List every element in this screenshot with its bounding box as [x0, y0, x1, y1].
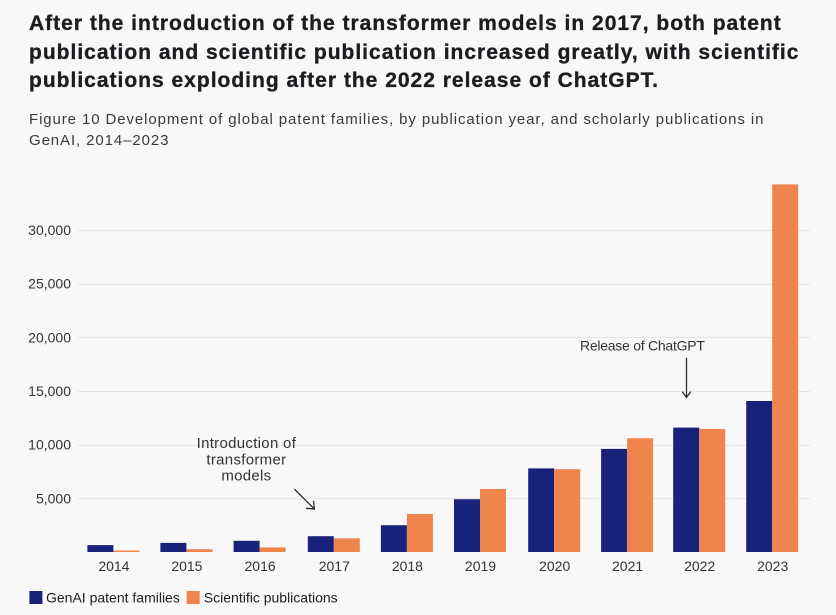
svg-text:Introduction of: Introduction of [197, 435, 297, 452]
svg-text:2016: 2016 [245, 558, 276, 574]
svg-text:2014: 2014 [98, 558, 129, 574]
svg-text:GenAI patent families: GenAI patent families [46, 590, 180, 606]
svg-text:10,000: 10,000 [28, 437, 71, 453]
svg-text:25,000: 25,000 [28, 276, 71, 292]
svg-text:2017: 2017 [319, 558, 350, 574]
svg-text:2021: 2021 [612, 558, 643, 574]
svg-text:2020: 2020 [539, 558, 570, 574]
svg-text:30,000: 30,000 [28, 222, 71, 238]
svg-text:15,000: 15,000 [28, 383, 71, 399]
svg-text:Release of ChatGPT: Release of ChatGPT [580, 337, 705, 353]
svg-text:Scientific publications: Scientific publications [204, 590, 338, 606]
svg-text:2022: 2022 [684, 558, 715, 574]
svg-text:5,000: 5,000 [36, 490, 71, 506]
svg-text:2023: 2023 [757, 558, 788, 574]
svg-text:2015: 2015 [171, 558, 202, 574]
svg-text:2019: 2019 [465, 558, 496, 574]
svg-text:transformer: transformer [206, 451, 286, 468]
svg-text:20,000: 20,000 [28, 329, 71, 345]
svg-text:2018: 2018 [392, 558, 423, 574]
svg-text:models: models [221, 468, 271, 485]
